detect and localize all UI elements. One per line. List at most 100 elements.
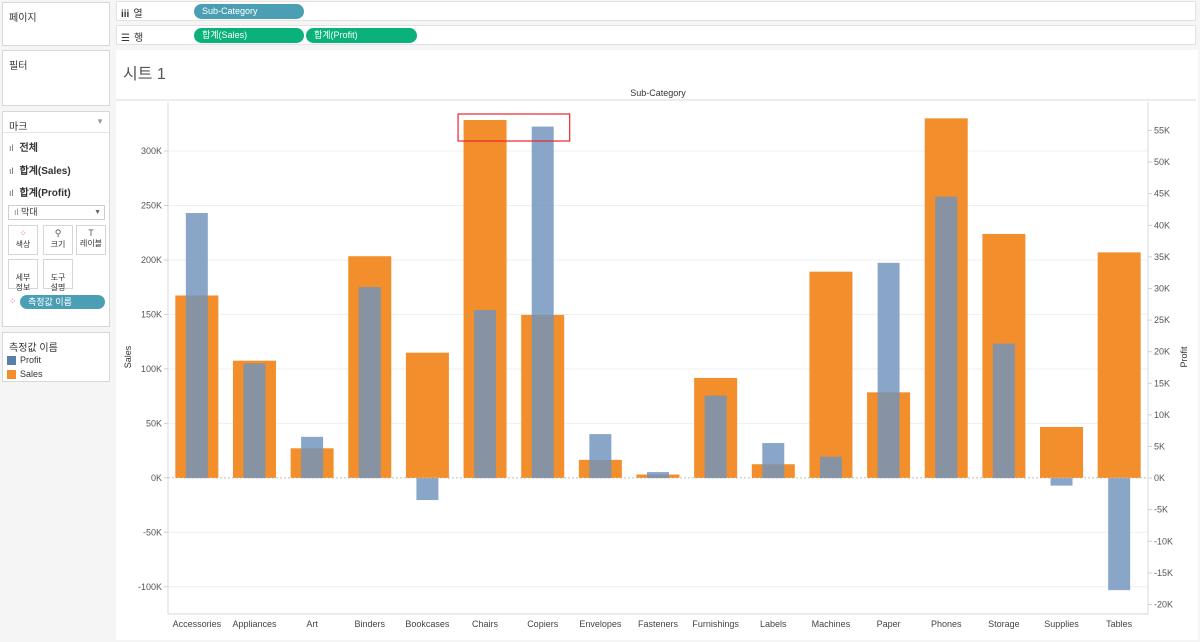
y2-tick-label: 35K [1154, 252, 1170, 262]
mark-type-select[interactable]: ıl 막대 ▼ [8, 205, 105, 220]
x-tick-label: Binders [355, 619, 386, 629]
y2-tick-label: 0K [1154, 473, 1165, 483]
pages-title: 페이지 [9, 13, 37, 24]
bar-profit [762, 443, 785, 479]
bar-profit [877, 262, 900, 479]
rows-shelf-label: ☰ 행 [121, 33, 144, 44]
marks-row-sales[interactable]: ıl 합계(Sales) [9, 162, 71, 177]
y-tick-label: 50K [146, 418, 162, 428]
bar-profit [1050, 478, 1073, 486]
rows-shelf[interactable]: ☰ 행 합계(Sales) 합계(Profit) [116, 25, 1196, 45]
rows-pill-sales[interactable]: 합계(Sales) [194, 28, 304, 43]
marks-row-all[interactable]: ıl 전체 [9, 139, 38, 154]
rows-pill-profit[interactable]: 합계(Profit) [306, 28, 417, 43]
detail-button-label: 세부 정보 [15, 273, 31, 292]
measure-names-pill[interactable]: 측정값 이름 [20, 295, 105, 309]
legend-item-sales[interactable]: Sales [7, 369, 43, 380]
marks-title: 마크 [9, 122, 28, 133]
y2-tick-label: 10K [1154, 410, 1170, 420]
legend-label: Profit [20, 355, 42, 365]
x-tick-label: Chairs [472, 619, 499, 629]
bar-sales [405, 352, 449, 478]
axis-layer: -100K -50K 0K 50K 100K 150K 200K 250K 300K -20K -1… [138, 102, 1173, 629]
pill-label: 합계(Sales) [202, 30, 248, 40]
color-button[interactable]: ⁘ 색상 [8, 225, 38, 255]
bar-chart-icon: ıl [9, 166, 14, 176]
y2-tick-label: 25K [1154, 315, 1170, 325]
legend-item-profit[interactable]: Profit [7, 355, 42, 366]
x-tick-label: Furnishings [692, 619, 739, 629]
y-tick-label: 200K [141, 255, 162, 265]
y-axis-title-right: Profit [1179, 346, 1189, 368]
measure-names-pill-label: 측정값 이름 [28, 297, 72, 307]
marks-card: 마크 ▼ ıl 전체 ıl 합계(Sales) ıl 합계(Profit) ıl 막대… [2, 111, 110, 327]
mark-type-value: 막대 [21, 207, 38, 217]
x-tick-label: Bookcases [405, 619, 450, 629]
bar-profit [416, 478, 439, 501]
color-field-row[interactable]: ⁘ 측정값 이름 [9, 295, 105, 309]
y-tick-label: 300K [141, 146, 162, 156]
x-tick-label: Appliances [232, 619, 277, 629]
marks-row-label: 합계(Profit) [19, 188, 71, 199]
x-tick-label: Fasteners [638, 619, 679, 629]
marks-row-profit[interactable]: ıl 합계(Profit) [9, 184, 71, 199]
y-tick-label: -50K [143, 527, 162, 537]
x-tick-label: Storage [988, 619, 1020, 629]
y-tick-label: 150K [141, 309, 162, 319]
bar-profit [301, 436, 324, 479]
bar-profit [358, 287, 381, 479]
chart-title: Sub-Category [630, 88, 686, 98]
columns-pill-subcategory[interactable]: Sub-Category [194, 4, 304, 19]
color-button-label: 색상 [15, 240, 31, 249]
bar-profit [992, 343, 1015, 479]
columns-shelf-label: iii 열 [121, 9, 143, 20]
columns-shelf[interactable]: iii 열 Sub-Category [116, 1, 1196, 21]
pill-label: 합계(Profit) [314, 30, 358, 40]
y2-tick-label: 45K [1154, 189, 1170, 199]
y2-tick-label: -15K [1154, 568, 1173, 578]
x-tick-label: Copiers [527, 619, 559, 629]
bar-chart-icon: ıl [14, 207, 22, 217]
bar-profit [243, 363, 266, 479]
filters-card[interactable]: 필터 [2, 50, 110, 106]
y2-tick-label: -5K [1154, 505, 1168, 515]
chevron-down-icon: ▼ [94, 209, 101, 216]
x-tick-label: Supplies [1044, 619, 1079, 629]
y-tick-label: 0K [151, 473, 162, 483]
bar-profit [819, 456, 842, 479]
legend-swatch [7, 370, 16, 380]
x-tick-label: Tables [1106, 619, 1133, 629]
size-icon: ⚲ [54, 228, 62, 238]
y-tick-label: 250K [141, 200, 162, 210]
filters-title: 필터 [9, 61, 28, 72]
detail-button[interactable]: 세부 정보 [8, 259, 38, 292]
x-tick-label: Accessories [173, 619, 222, 629]
bar-profit [531, 126, 554, 479]
legend-title: 측정값 이름 [9, 343, 58, 354]
color-dots-icon: ⁘ [9, 296, 17, 306]
y-tick-label: -100K [138, 582, 162, 592]
rows-icon: ☰ [121, 33, 130, 44]
bar-profit [474, 310, 497, 479]
tooltip-button[interactable]: 도구 설명 [43, 259, 73, 292]
size-button-label: 크기 [50, 240, 66, 249]
bar-sales [809, 271, 853, 478]
bar-profit [1108, 478, 1131, 591]
y2-tick-label: 55K [1154, 125, 1170, 135]
x-tick-label: Phones [931, 619, 962, 629]
bar-sales [1097, 252, 1141, 478]
y-tick-label: 100K [141, 364, 162, 374]
legend-swatch [7, 356, 16, 366]
bar-profit [704, 395, 727, 479]
y2-tick-label: 50K [1154, 157, 1170, 167]
x-tick-label: Paper [877, 619, 901, 629]
y2-tick-label: 5K [1154, 441, 1165, 451]
size-button[interactable]: ⚲ 크기 [43, 225, 73, 255]
y2-tick-label: 20K [1154, 347, 1170, 357]
x-tick-label: Labels [760, 619, 787, 629]
label-button[interactable]: T 레이블 [76, 225, 106, 255]
columns-icon: iii [121, 9, 130, 20]
legend-label: Sales [20, 369, 43, 379]
y2-tick-label: 15K [1154, 378, 1170, 388]
marks-collapse-icon[interactable]: ▼ [96, 117, 104, 126]
